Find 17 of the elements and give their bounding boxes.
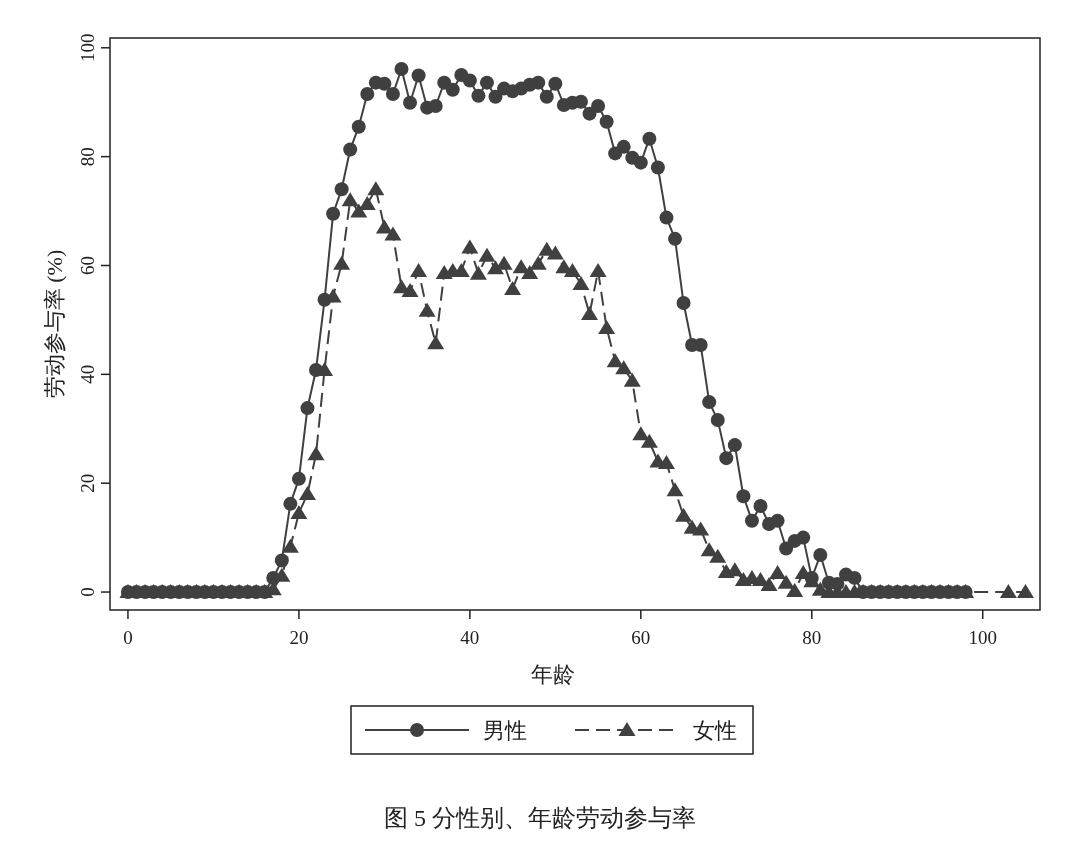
legend-label: 男性 xyxy=(483,718,527,743)
y-tick-label: 0 xyxy=(77,587,98,597)
y-axis-title: 劳动参与率 (%) xyxy=(42,249,67,399)
x-tick-label: 60 xyxy=(631,627,651,648)
x-tick-label: 40 xyxy=(460,627,480,648)
x-axis-title: 年龄 xyxy=(531,662,575,687)
x-tick-label: 0 xyxy=(123,627,133,648)
x-tick-label: 100 xyxy=(968,627,997,648)
y-tick-label: 100 xyxy=(77,33,98,63)
text: 图 5 分性别、年龄劳动参与率 xyxy=(384,805,696,831)
x-tick-label: 20 xyxy=(289,627,309,648)
x-tick-label: 80 xyxy=(802,627,822,648)
y-tick-label: 60 xyxy=(77,255,98,275)
y-tick-label: 80 xyxy=(77,147,98,167)
legend-label: 女性 xyxy=(693,718,737,743)
y-tick-label: 40 xyxy=(77,364,98,384)
y-tick-label: 20 xyxy=(77,473,98,493)
